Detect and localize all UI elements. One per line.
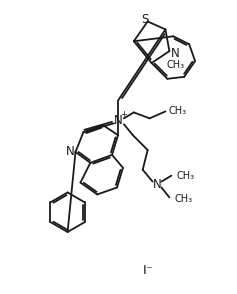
Text: N: N [114,114,122,127]
Text: CH₃: CH₃ [176,171,194,181]
Text: N: N [171,47,180,60]
Text: CH₃: CH₃ [168,106,186,116]
Text: S: S [141,13,148,26]
Text: CH₃: CH₃ [174,194,192,204]
Text: I⁻: I⁻ [142,264,153,277]
Text: +: + [120,110,127,119]
Text: N: N [153,178,162,191]
Text: CH₃: CH₃ [166,60,184,70]
Text: N: N [66,146,75,158]
